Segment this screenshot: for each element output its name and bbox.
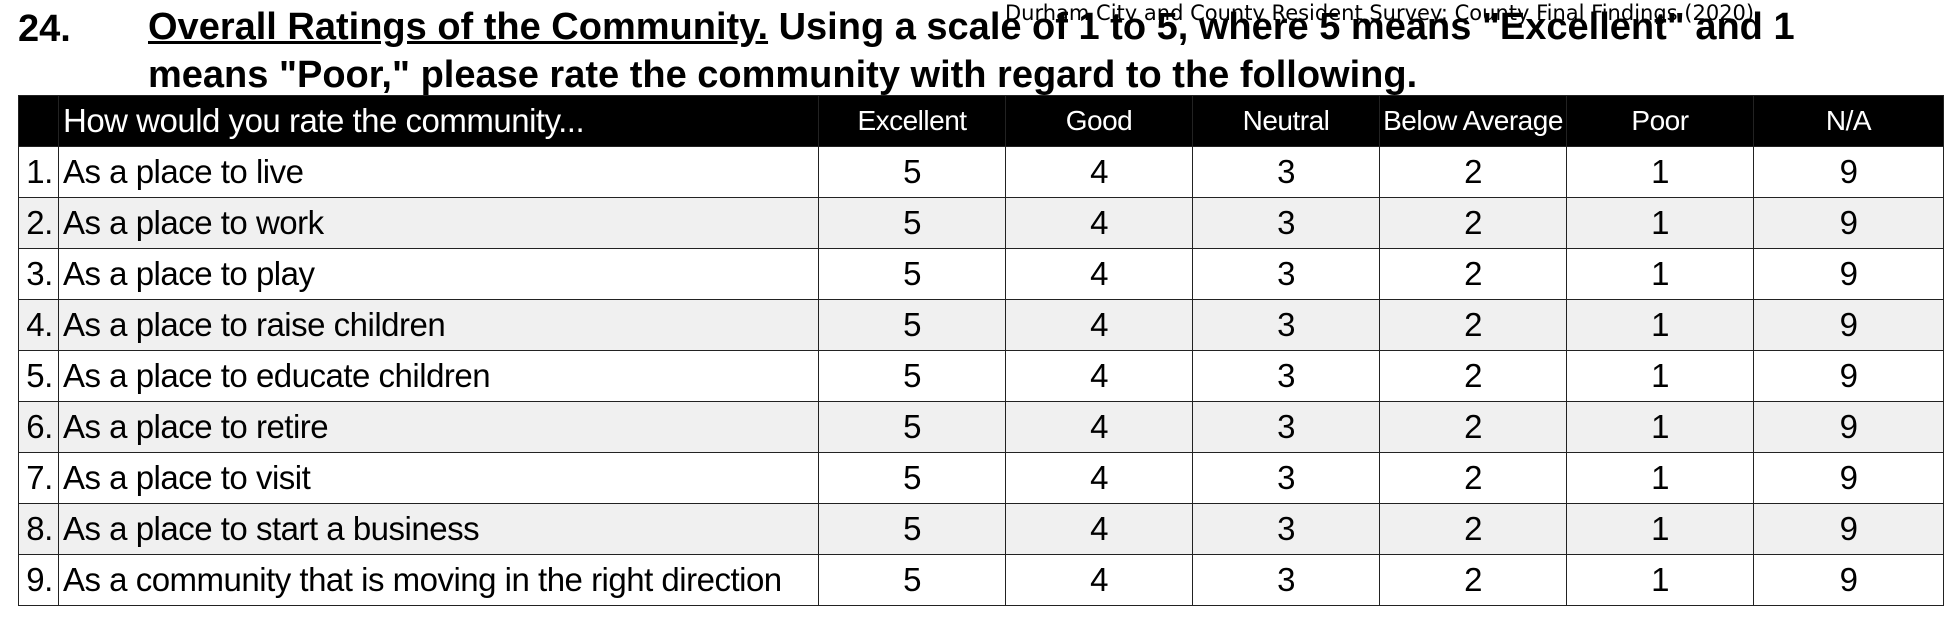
rating-code-cell: 1 [1566,197,1754,249]
table-row: 4. As a place to raise children 5 4 3 2 1 9 [18,299,1944,351]
rating-code-cell: 2 [1379,554,1567,606]
row-label: As a place to play [58,248,819,300]
row-label: As a community that is moving in the rig… [58,554,819,606]
table-row: 1. As a place to live 5 4 3 2 1 9 [18,146,1944,198]
rating-code-cell: 4 [1005,197,1193,249]
question-line-2: means "Poor," please rate the community … [148,54,1418,96]
rating-code-cell: 3 [1192,299,1380,351]
table-row: 2. As a place to work 5 4 3 2 1 9 [18,197,1944,249]
row-number: 3. [18,248,59,300]
rating-code-cell: 4 [1005,503,1193,555]
rating-code-cell: 1 [1566,146,1754,198]
row-number: 1. [18,146,59,198]
rating-code-cell: 5 [818,503,1006,555]
question-line-1: Overall Ratings of the Community. Using … [148,6,1795,49]
rating-code-cell: 9 [1753,452,1944,504]
rating-code-cell: 5 [818,401,1006,453]
rating-code-cell: 9 [1753,401,1944,453]
rating-code-cell: 3 [1192,401,1380,453]
rating-code-cell: 4 [1005,452,1193,504]
row-label: As a place to visit [58,452,819,504]
rating-code-cell: 3 [1192,350,1380,402]
rating-code-cell: 9 [1753,503,1944,555]
row-label: As a place to raise children [58,299,819,351]
table-row: 9. As a community that is moving in the r… [18,554,1944,606]
header-num-cell [18,95,59,147]
rating-code-cell: 2 [1379,452,1567,504]
rating-code-cell: 5 [818,554,1006,606]
rating-code-cell: 9 [1753,248,1944,300]
rating-code-cell: 3 [1192,197,1380,249]
row-number: 6. [18,401,59,453]
rating-code-cell: 9 [1753,146,1944,198]
rating-code-cell: 3 [1192,248,1380,300]
rating-code-cell: 3 [1192,503,1380,555]
rating-code-cell: 4 [1005,248,1193,300]
row-label: As a place to live [58,146,819,198]
rating-code-cell: 1 [1566,299,1754,351]
column-header-excellent: Excellent [818,95,1006,147]
row-label: As a place to work [58,197,819,249]
rating-code-cell: 3 [1192,554,1380,606]
row-number: 7. [18,452,59,504]
table-body: 1. As a place to live 5 4 3 2 1 9 2. As a place t… [18,146,1944,606]
table-header-row: How would you rate the community... Exce… [18,95,1944,147]
rating-code-cell: 2 [1379,401,1567,453]
rating-code-cell: 2 [1379,350,1567,402]
row-label: As a place to educate children [58,350,819,402]
table-row: 7. As a place to visit 5 4 3 2 1 9 [18,452,1944,504]
rating-code-cell: 3 [1192,452,1380,504]
row-number: 8. [18,503,59,555]
row-label: As a place to retire [58,401,819,453]
rating-code-cell: 9 [1753,197,1944,249]
column-header-poor: Poor [1566,95,1754,147]
rating-code-cell: 2 [1379,248,1567,300]
rating-code-cell: 2 [1379,146,1567,198]
row-number: 2. [18,197,59,249]
question-text-1: Using a scale of 1 to 5, where 5 means "… [768,6,1795,48]
table-row: 8. As a place to start a business 5 4 3 2 1 9 [18,503,1944,555]
rating-code-cell: 1 [1566,248,1754,300]
rating-code-cell: 2 [1379,197,1567,249]
rating-code-cell: 5 [818,197,1006,249]
rating-code-cell: 4 [1005,401,1193,453]
rating-code-cell: 1 [1566,350,1754,402]
running-header: Durham City and County Resident Survey: … [1005,1,1755,25]
rating-code-cell: 5 [818,299,1006,351]
rating-code-cell: 1 [1566,401,1754,453]
row-label: As a place to start a business [58,503,819,555]
rating-code-cell: 5 [818,452,1006,504]
rating-code-cell: 4 [1005,299,1193,351]
question-title: Overall Ratings of the Community. [148,6,769,48]
rating-code-cell: 5 [818,350,1006,402]
rating-code-cell: 2 [1379,503,1567,555]
rating-code-cell: 1 [1566,452,1754,504]
rating-code-cell: 4 [1005,554,1193,606]
column-header-n-a: N/A [1753,95,1944,147]
column-header-neutral: Neutral [1192,95,1380,147]
header-prompt: How would you rate the community... [58,95,819,147]
rating-code-cell: 5 [818,248,1006,300]
column-header-good: Good [1005,95,1193,147]
question-number: 24. [18,8,71,50]
rating-code-cell: 5 [818,146,1006,198]
rating-code-cell: 9 [1753,554,1944,606]
table-row: 6. As a place to retire 5 4 3 2 1 9 [18,401,1944,453]
rating-code-cell: 4 [1005,146,1193,198]
column-header-below-average: Below Average [1379,95,1567,147]
row-number: 9. [18,554,59,606]
rating-code-cell: 3 [1192,146,1380,198]
table-row: 3. As a place to play 5 4 3 2 1 9 [18,248,1944,300]
table-row: 5. As a place to educate children 5 4 3 2 1 9 [18,350,1944,402]
rating-code-cell: 2 [1379,299,1567,351]
rating-code-cell: 9 [1753,299,1944,351]
rating-table: How would you rate the community... Exce… [18,95,1944,606]
row-number: 4. [18,299,59,351]
row-number: 5. [18,350,59,402]
rating-code-cell: 1 [1566,554,1754,606]
rating-code-cell: 1 [1566,503,1754,555]
rating-code-cell: 9 [1753,350,1944,402]
rating-code-cell: 4 [1005,350,1193,402]
